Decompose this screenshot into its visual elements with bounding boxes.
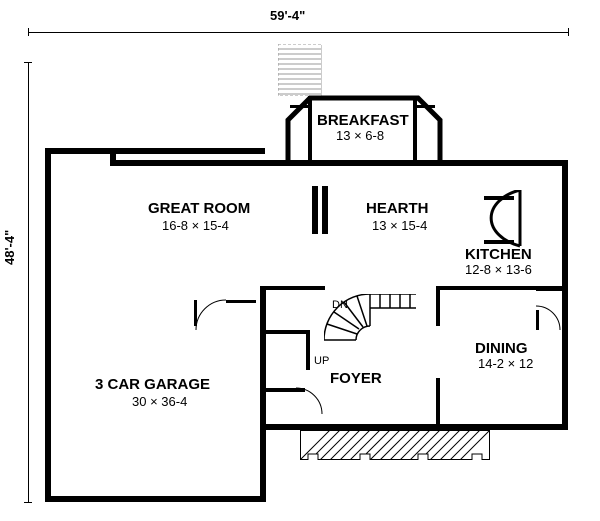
dining-dim: 14-2 × 12 (478, 356, 533, 371)
breakfast-dim: 13 × 6-8 (336, 128, 384, 143)
foyer-name: FOYER (330, 370, 382, 387)
garage-dim: 30 × 36-4 (132, 394, 187, 409)
dn-label: DN (332, 299, 348, 311)
dining-name: DINING (475, 340, 528, 357)
breakfast-name: BREAKFAST (317, 112, 409, 129)
hearth-dim: 13 × 15-4 (372, 218, 427, 233)
up-label: UP (314, 355, 329, 367)
garage-name: 3 CAR GARAGE (95, 376, 210, 393)
greatroom-name: GREAT ROOM (148, 200, 250, 217)
kitchen-dim: 12-8 × 13-6 (465, 262, 532, 277)
hearth-name: HEARTH (366, 200, 429, 217)
greatroom-dim: 16-8 × 15-4 (162, 218, 229, 233)
kitchen-name: KITCHEN (465, 246, 532, 263)
